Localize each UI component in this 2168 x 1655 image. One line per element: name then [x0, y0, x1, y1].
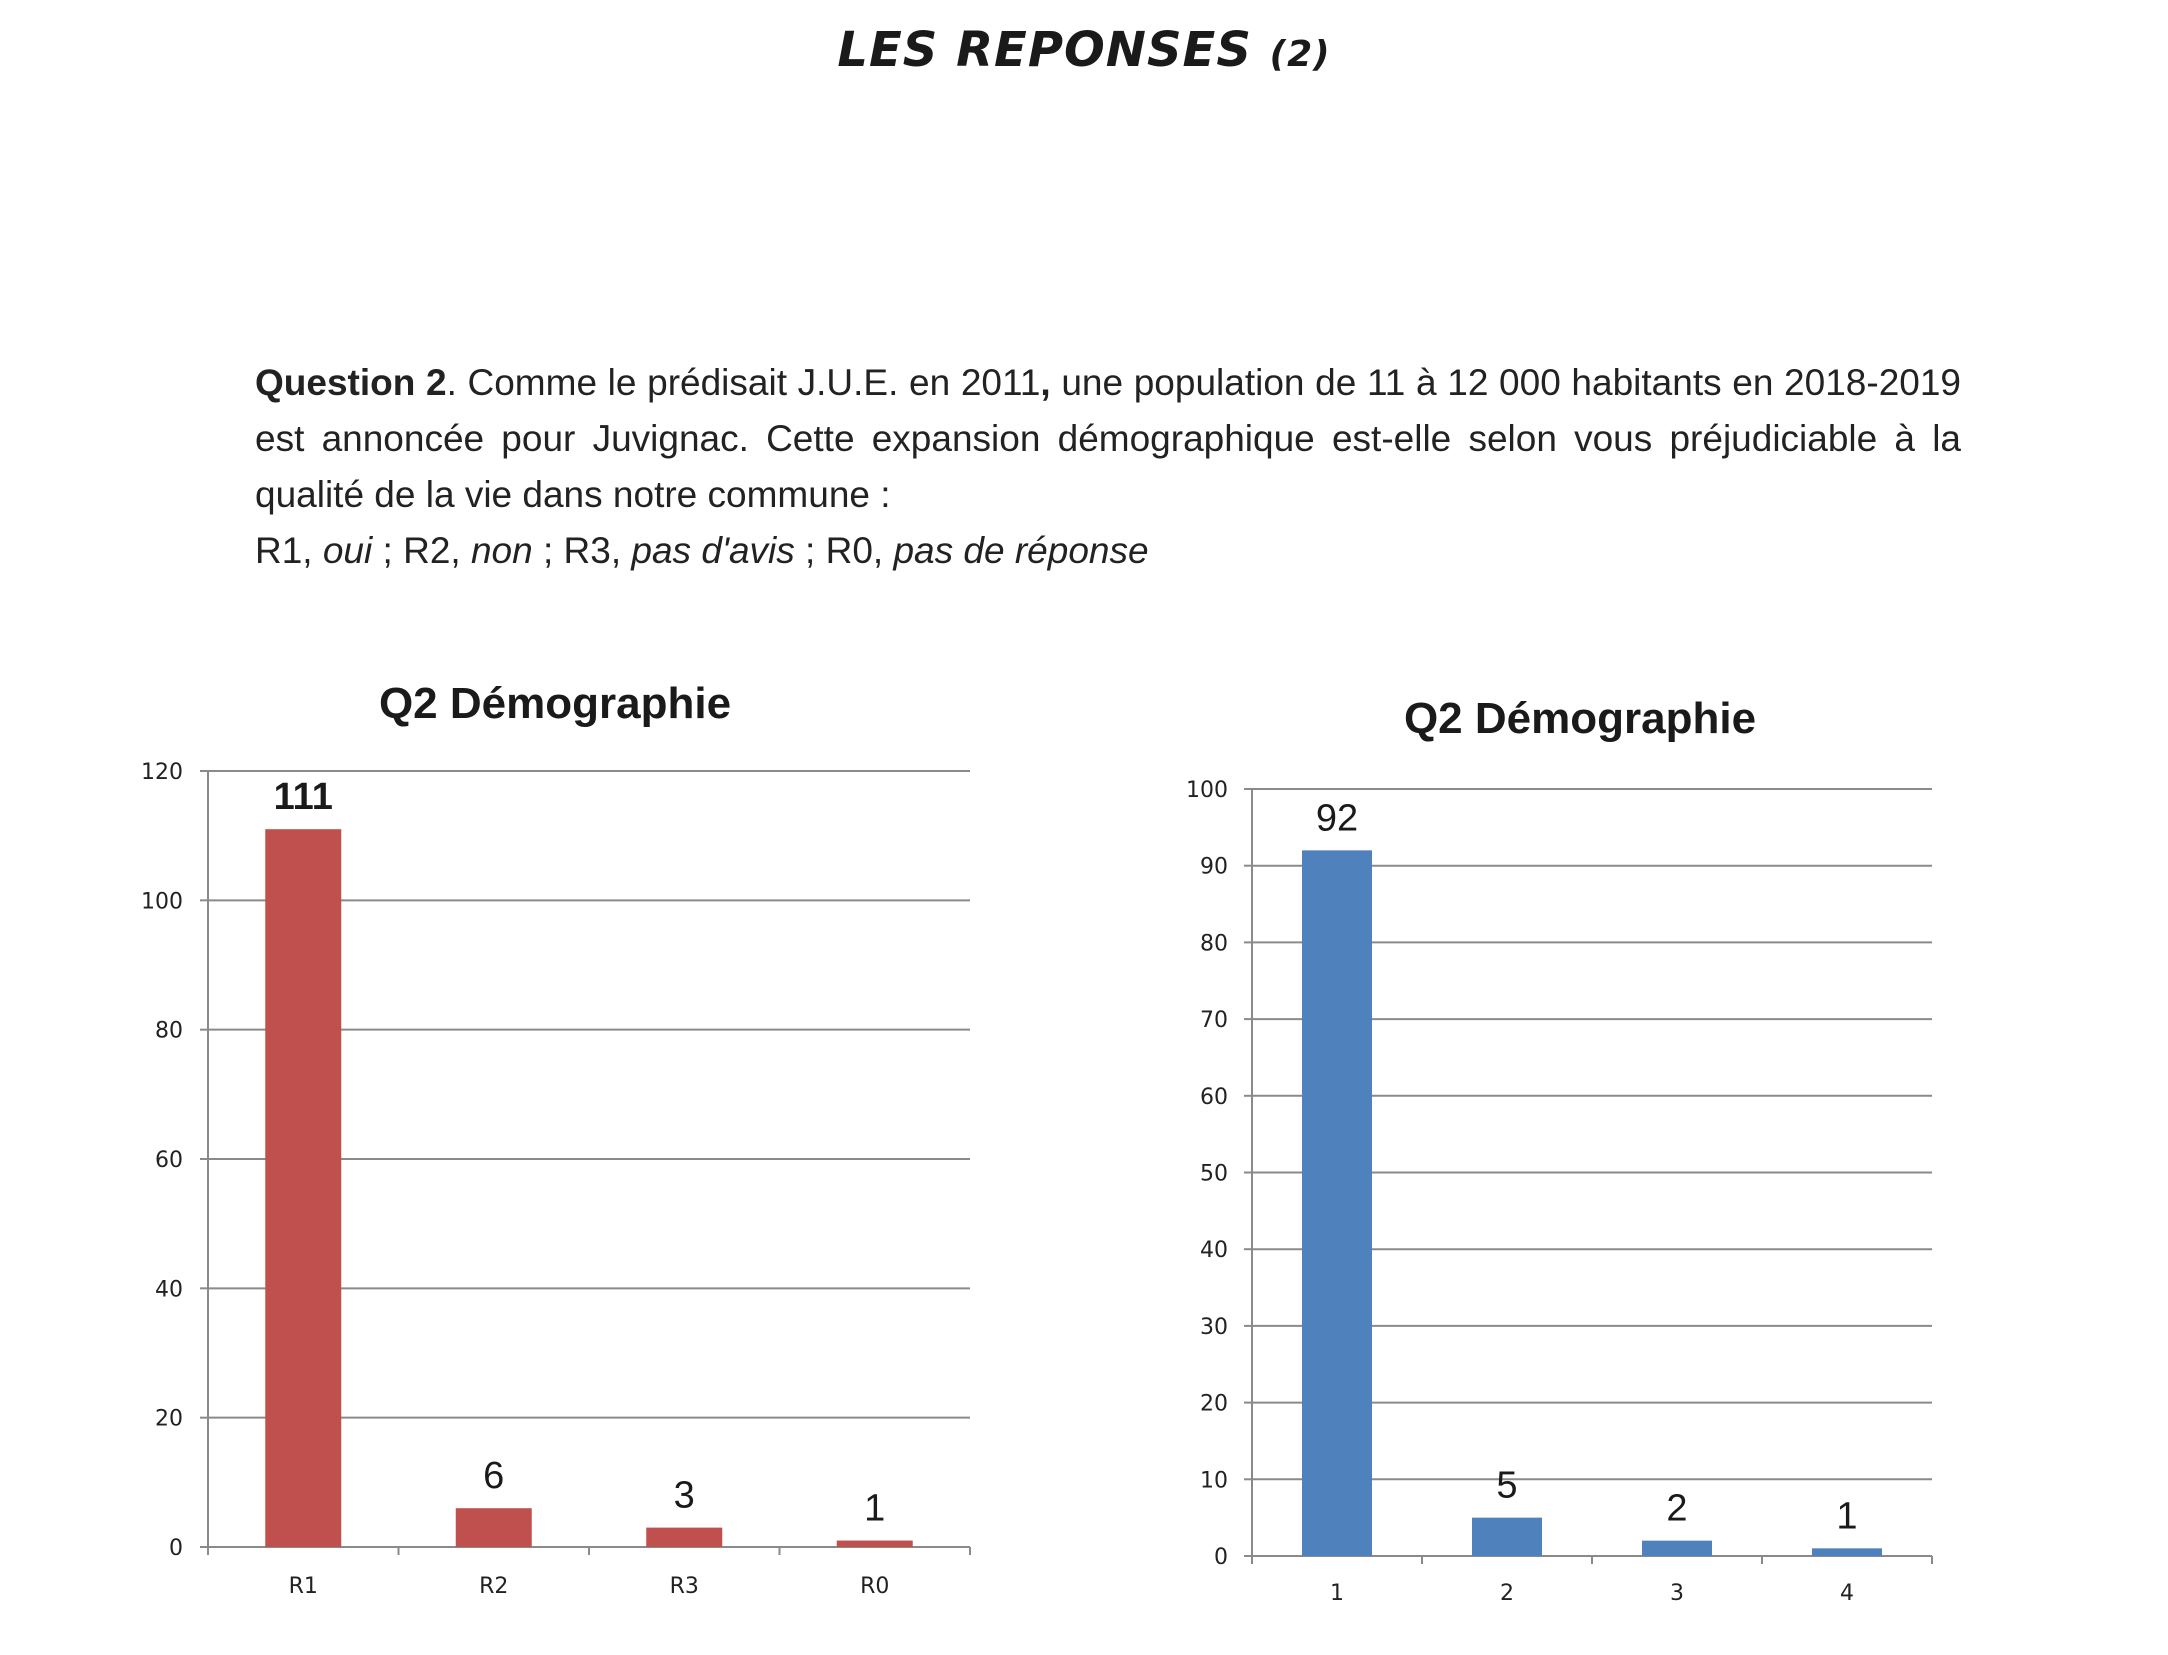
chart-left-y-tick-label: 80	[155, 1019, 183, 1044]
chart-right-bar-4	[1812, 1548, 1882, 1556]
answer-separator: ;	[532, 530, 564, 571]
chart-right-data-label: 1	[1836, 1495, 1857, 1537]
page-title-main: LES REPONSES	[837, 22, 1252, 78]
answer-code-r1: R1,	[255, 530, 323, 571]
chart-left-x-tick-label: R0	[860, 1574, 889, 1599]
chart-right-data-label: 92	[1316, 797, 1358, 839]
chart-right-y-tick-label: 60	[1200, 1085, 1228, 1110]
chart-right-title: Q2 Démographie	[1404, 694, 1756, 743]
chart-right-bar-1	[1302, 850, 1372, 1556]
chart-left-bar-R0	[836, 1540, 913, 1547]
chart-left-y-tick-label: 120	[141, 760, 183, 785]
chart-left-data-label: 3	[674, 1475, 695, 1517]
answer-code-r0: R0,	[825, 530, 894, 571]
answer-meaning-r3: pas d'avis	[631, 530, 795, 571]
answer-code-r3: R3,	[563, 530, 632, 571]
chart-right-y-tick-label: 100	[1186, 778, 1228, 803]
chart-right-x-tick-label: 3	[1670, 1581, 1684, 1606]
chart-right-x-tick-label: 4	[1840, 1581, 1854, 1606]
answer-meaning-r0: pas de réponse	[893, 530, 1149, 571]
answer-separator: ;	[372, 530, 404, 571]
question-body: une population de 11 à 12 000 habitants …	[255, 362, 1962, 515]
chart-right-x-tick-label: 1	[1330, 1581, 1344, 1606]
chart-right-bar-3	[1642, 1540, 1712, 1556]
chart-right-x-tick-label: 2	[1500, 1581, 1514, 1606]
answer-code-r2: R2,	[403, 530, 471, 571]
chart-left-data-label: 111	[274, 776, 333, 818]
chart-left-bar-R1	[265, 829, 342, 1547]
chart-left-y-tick-label: 0	[169, 1536, 183, 1561]
question-label: Question 2	[255, 362, 447, 403]
page-title-suffix: (2)	[1269, 34, 1331, 75]
chart-right-y-tick-label: 80	[1200, 931, 1228, 956]
chart-left-x-tick-label: R3	[670, 1574, 699, 1599]
answer-meaning-r2: non	[470, 530, 533, 571]
chart-right-y-tick-label: 90	[1200, 855, 1228, 880]
chart-right-y-tick-label: 20	[1200, 1392, 1228, 1417]
chart-left-bar-R3	[646, 1527, 723, 1547]
chart-left-y-tick-label: 20	[155, 1407, 183, 1432]
chart-left-x-tick-label: R2	[479, 1574, 508, 1599]
chart-right-data-label: 2	[1666, 1488, 1687, 1530]
chart-right-y-tick-label: 50	[1200, 1162, 1228, 1187]
chart-right-y-tick-label: 30	[1200, 1315, 1228, 1340]
chart-left-title: Q2 Démographie	[379, 679, 731, 728]
chart-left-x-tick-label: R1	[289, 1574, 318, 1599]
question-comma: ,	[1040, 362, 1051, 403]
question-text: Question 2. Comme le prédisait J.U.E. en…	[255, 355, 1961, 579]
answer-separator: ;	[794, 530, 826, 571]
chart-right-bar-2	[1472, 1517, 1542, 1556]
chart-left-data-label: 6	[483, 1455, 504, 1497]
chart-left-y-tick-label: 40	[155, 1277, 183, 1302]
chart-right-y-tick-label: 10	[1200, 1468, 1228, 1493]
chart-right-data-label: 5	[1496, 1465, 1517, 1507]
chart-right-y-tick-label: 70	[1200, 1008, 1228, 1033]
chart-left-y-tick-label: 100	[141, 889, 183, 914]
chart-left-bar-R2	[455, 1508, 532, 1547]
chart-left-y-tick-label: 60	[155, 1148, 183, 1173]
chart-right-y-tick-label: 0	[1214, 1545, 1228, 1570]
chart-right-y-tick-label: 40	[1200, 1238, 1228, 1263]
answer-meaning-r1: oui	[322, 530, 373, 571]
question-intro: . Comme le prédisait J.U.E. en 2011	[446, 362, 1041, 403]
chart-left-data-label: 1	[864, 1488, 885, 1530]
page-title: LES REPONSES (2)	[0, 22, 2168, 78]
